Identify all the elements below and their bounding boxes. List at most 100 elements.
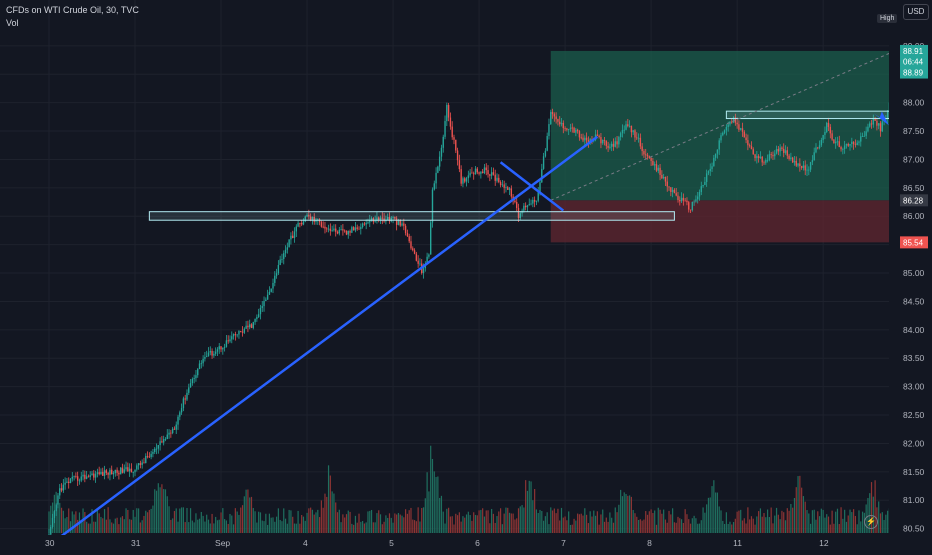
candle-body <box>745 137 747 141</box>
candle-body <box>621 130 624 134</box>
volume-bar <box>519 506 521 533</box>
candle-body <box>686 200 688 203</box>
volume-bar <box>607 521 609 533</box>
candle-body <box>541 168 543 183</box>
volume-bar <box>845 521 848 533</box>
volume-bar <box>772 523 774 533</box>
candle-body <box>292 235 294 238</box>
lightning-icon[interactable]: ⚡ <box>864 515 878 529</box>
volume-bar <box>489 523 491 533</box>
volume-bar <box>175 508 177 533</box>
candle-body <box>141 462 143 465</box>
volume-bar <box>870 482 873 533</box>
volume-bar <box>295 523 297 533</box>
volume-bar <box>525 480 527 533</box>
legend-volume[interactable]: Vol <box>6 18 19 28</box>
volume-bar <box>779 519 781 533</box>
volume-bar <box>431 458 434 533</box>
candle-body <box>530 203 532 205</box>
volume-bar <box>433 471 435 533</box>
volume-bar <box>498 511 500 533</box>
volume-bar <box>225 520 228 533</box>
candle-body <box>284 249 287 254</box>
volume-bar <box>379 514 382 533</box>
volume-bar <box>860 521 862 533</box>
volume-bar <box>483 516 486 533</box>
volume-bar <box>146 512 149 533</box>
volume-bar <box>838 524 840 533</box>
volume-bar <box>102 518 104 533</box>
volume-bar <box>586 514 588 533</box>
volume-bar <box>64 518 66 533</box>
volume-bar <box>777 514 779 533</box>
legend-title[interactable]: CFDs on WTI Crude Oil, 30, TVC <box>6 5 139 15</box>
candle-body <box>123 469 125 473</box>
candle-body <box>542 156 545 169</box>
candle-body <box>818 145 821 148</box>
volume-bar <box>141 520 143 533</box>
volume-bar <box>766 509 769 533</box>
candle-body <box>849 143 851 146</box>
support-zone-box <box>148 211 675 221</box>
candle-body <box>537 192 539 201</box>
currency-button[interactable]: USD <box>903 4 929 20</box>
volume-bar <box>625 493 627 533</box>
candle-body <box>293 231 296 238</box>
candle-body <box>148 456 151 458</box>
volume-bar <box>530 481 532 533</box>
volume-bar <box>412 519 414 533</box>
volume-bar <box>270 517 272 533</box>
candle-body <box>236 334 238 336</box>
candle-body <box>247 325 249 328</box>
candle-body <box>610 143 613 147</box>
volume-bar <box>277 508 279 533</box>
volume-bar <box>542 520 545 533</box>
candle-body <box>455 139 457 151</box>
candle-body <box>483 167 486 174</box>
candle-body <box>406 233 409 237</box>
volume-bar <box>740 509 742 533</box>
volume-bar <box>602 509 604 533</box>
candle-body <box>378 217 380 221</box>
price-label-bg <box>900 194 928 207</box>
volume-bar <box>120 517 122 533</box>
candle-body <box>675 193 677 196</box>
volume-bar <box>342 514 344 533</box>
candle-body <box>645 154 647 156</box>
volume-bar <box>448 507 450 533</box>
volume-bar <box>573 518 575 533</box>
price-tick-label: 86.00 <box>903 211 925 221</box>
candle-body <box>679 200 681 202</box>
candle-body <box>743 131 745 138</box>
candle-body <box>793 160 796 163</box>
volume-bar <box>320 500 322 533</box>
volume-bar <box>426 472 428 533</box>
volume-bar <box>682 522 684 533</box>
volume-bar <box>571 524 573 533</box>
candle-body <box>526 205 529 208</box>
volume-bar <box>48 511 50 533</box>
candle-body <box>62 484 65 491</box>
candle-body <box>838 141 840 148</box>
volume-bar <box>878 501 880 533</box>
candle-body <box>714 153 717 158</box>
candle-body <box>544 150 547 157</box>
candle-body <box>426 256 428 265</box>
candle-body <box>218 346 220 350</box>
candle-body <box>229 339 231 342</box>
candle-body <box>374 220 376 222</box>
volume-bar <box>715 492 717 533</box>
price-tick-label: 80.50 <box>903 524 925 534</box>
candle-body <box>173 428 176 430</box>
volume-bar <box>127 509 129 533</box>
volume-bar <box>853 509 855 533</box>
volume-bar <box>182 507 184 533</box>
candle-body <box>66 481 68 483</box>
volume-bar <box>675 522 677 533</box>
candle-body <box>879 123 882 132</box>
volume-bar <box>822 509 824 533</box>
candle-body <box>157 445 160 449</box>
candle-body <box>331 230 333 232</box>
candle-body <box>447 104 450 118</box>
